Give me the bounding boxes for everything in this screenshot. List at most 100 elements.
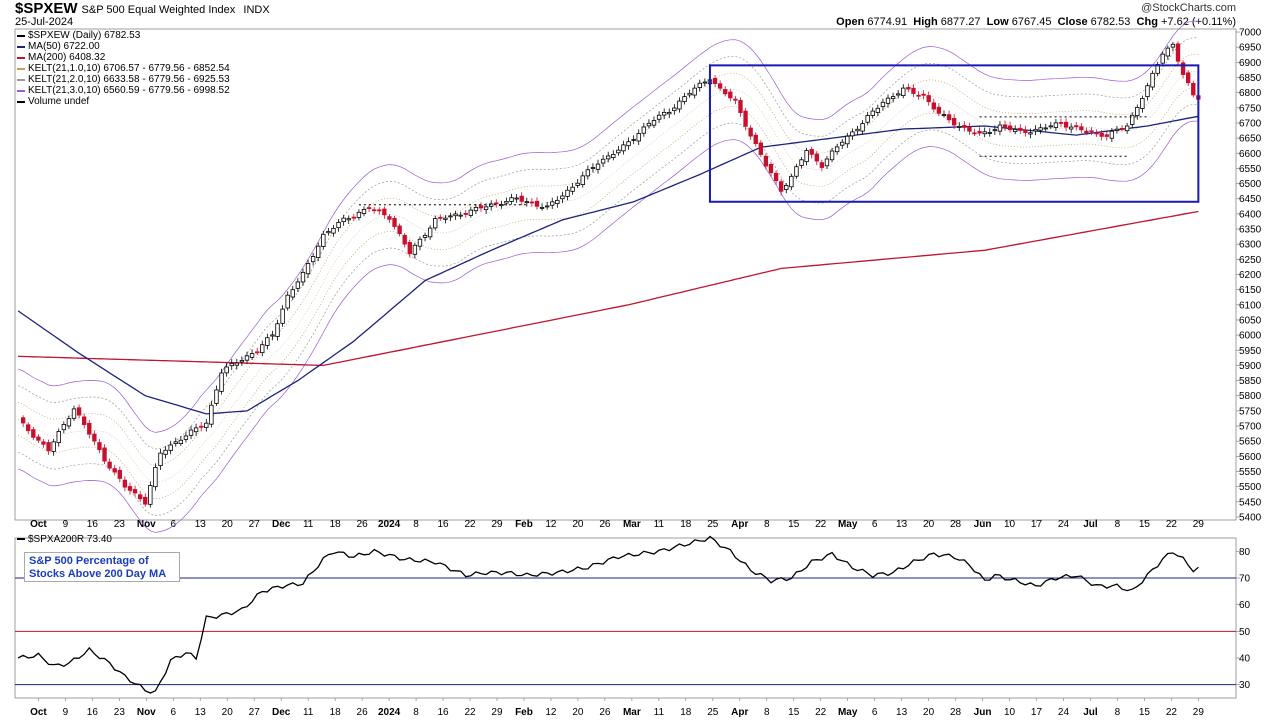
price-x-tick-label: 26 [599,519,611,530]
price-x-tick-label: 20 [222,519,234,530]
price-y-tick-label: 6800 [1239,88,1262,99]
candle-body [249,353,255,358]
candle-body [677,100,682,110]
price-y-tick-label: 6400 [1239,209,1262,220]
candle-body [1007,125,1013,131]
legend-ma200: MA(200) 6408.32 [17,52,230,63]
candle-body [1170,43,1176,48]
box-line-2: Stocks Above 200 Day MA [29,568,167,580]
candle-body [982,131,987,135]
indicator-x-tick-label: 16 [87,707,99,718]
candle-body [310,256,316,263]
candle-body [478,205,484,209]
candle-body [468,209,474,216]
candle-body [560,195,565,200]
candle-body [661,111,667,116]
price-x-tick-label: 2024 [378,519,401,530]
candle-body [377,209,382,212]
price-y-tick-label: 5900 [1239,361,1262,372]
candle-body [143,496,148,505]
candle-body [1043,127,1048,130]
price-y-tick-label: 6550 [1239,164,1262,175]
keltner-lower-2 [17,104,1199,517]
price-x-tick-label: 18 [330,519,342,530]
price-y-tick-label: 6750 [1239,103,1262,114]
candle-body [829,150,835,161]
candle-body [611,154,616,158]
price-y-tick-label: 5700 [1239,422,1262,433]
candle-body [524,201,529,204]
candle-body [723,89,728,95]
candle-body [31,429,36,438]
price-x-tick-label: Mar [623,519,641,530]
price-x-tick-label: Feb [515,519,533,530]
candle-body [285,294,290,309]
keltner-lower-1 [17,87,1199,500]
candle-body [901,87,906,96]
candle-body [46,442,51,452]
price-x-tick-label: Jul [1083,519,1098,530]
indicator-x-tick-label: Jul [1083,707,1098,718]
price-y-tick-label: 5950 [1239,346,1262,357]
price-x-tick-label: Apr [731,519,748,530]
price-y-tick-label: 6100 [1239,300,1262,311]
candle-body [921,93,926,96]
indicator-panel-frame [14,537,1237,699]
price-y-tick-label: 5800 [1239,391,1262,402]
candle-body [850,131,855,137]
price-y-tick-label: 6300 [1239,240,1262,251]
candle-body [768,164,774,174]
indicator-x-tick-label: 26 [357,707,369,718]
symbol-title: $SPXEW S&P 500 Equal Weighted Index INDX [15,0,270,17]
price-x-tick-label: 16 [437,519,449,530]
candle-body [977,131,982,134]
candle-body [234,362,239,366]
indicator-x-tick-label: 13 [195,707,207,718]
candle-body [1145,85,1150,97]
candle-body [1038,127,1043,131]
price-x-tick-label: 26 [357,519,369,530]
candle-body [1023,129,1028,133]
indicator-x-tick-label: 20 [572,707,584,718]
candle-body [219,372,224,392]
candle-body [102,447,107,462]
candle-body [865,115,870,123]
candle-body [336,222,341,229]
indicator-x-tick-label: Oct [30,707,47,718]
candle-body [193,427,199,433]
candle-body [316,245,321,258]
candle-body [595,163,601,170]
consolidation-box [708,64,1200,203]
candle-body [667,112,672,115]
candle-body [682,96,687,102]
candle-body [824,158,830,167]
candle-body [483,206,489,211]
candle-body [519,195,524,202]
price-x-tick-label: 11 [303,519,314,530]
candle-body [1114,128,1120,131]
candle-body [122,479,128,488]
candle-body [1165,47,1171,57]
candle-body [76,407,82,416]
candle-body [214,389,219,404]
candle-body [1048,125,1053,128]
indicator-x-tick-label: 25 [707,707,719,718]
indicator-x-tick-label: 11 [303,707,314,718]
candle-body [896,93,901,96]
price-x-tick-label: 10 [1004,519,1016,530]
candle-body [1058,122,1064,124]
legend-kelt2: KELT(21,2.0,10) 6633.58 - 6779.56 - 6925… [17,74,230,85]
candle-body [1002,124,1008,128]
indicator-x-tick-label: 2024 [378,707,401,718]
candle-body [1053,122,1059,128]
price-legend: $SPXEW (Daily) 6782.53 MA(50) 6722.00 MA… [17,30,230,107]
indicator-x-tick-label: 6 [872,707,878,718]
candle-body [407,242,412,255]
price-x-tick-label: 29 [491,519,503,530]
candle-body [107,461,112,469]
candle-body [387,216,392,220]
candle-body [606,155,611,160]
candle-body [814,153,819,162]
price-y-tick-label: 6250 [1239,255,1262,266]
spxa200r-line [17,535,1199,694]
